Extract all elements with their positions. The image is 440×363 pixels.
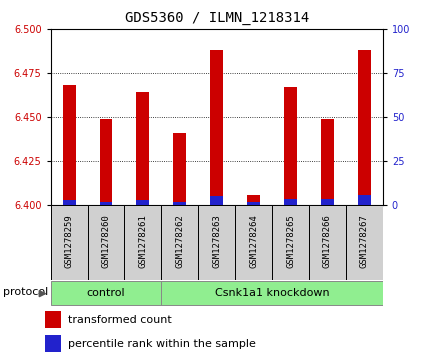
Text: transformed count: transformed count [68,315,172,325]
Text: percentile rank within the sample: percentile rank within the sample [68,339,256,348]
Bar [62,200,76,205]
Bar [284,199,297,205]
Text: control: control [87,287,125,298]
Bar [358,195,371,205]
Bar [358,50,371,205]
Bar [45,311,61,328]
Text: GSM1278264: GSM1278264 [249,214,258,268]
Text: GSM1278262: GSM1278262 [175,214,184,268]
Bar [136,93,149,205]
Bar [210,50,223,205]
Bar [284,87,297,205]
Bar [62,85,76,205]
Bar [136,200,149,205]
FancyBboxPatch shape [309,205,346,280]
FancyBboxPatch shape [88,205,125,280]
Text: protocol: protocol [3,287,48,297]
Text: GSM1278266: GSM1278266 [323,214,332,268]
FancyBboxPatch shape [51,281,161,305]
Text: GSM1278260: GSM1278260 [102,214,110,268]
Text: Csnk1a1 knockdown: Csnk1a1 knockdown [215,287,330,298]
Bar [247,195,260,205]
FancyBboxPatch shape [161,205,198,280]
FancyBboxPatch shape [161,281,383,305]
FancyBboxPatch shape [198,205,235,280]
Text: GSM1278261: GSM1278261 [138,214,147,268]
Bar [210,196,223,205]
Text: GSM1278263: GSM1278263 [212,214,221,268]
FancyBboxPatch shape [235,205,272,280]
Text: GSM1278259: GSM1278259 [65,214,73,268]
Bar [321,119,334,205]
Bar [321,199,334,205]
Bar [99,201,113,205]
Text: GSM1278267: GSM1278267 [360,214,369,268]
Bar [99,119,113,205]
FancyBboxPatch shape [272,205,309,280]
FancyBboxPatch shape [125,205,161,280]
Bar [173,133,186,205]
Bar [173,201,186,205]
Title: GDS5360 / ILMN_1218314: GDS5360 / ILMN_1218314 [125,11,309,25]
Text: GSM1278265: GSM1278265 [286,214,295,268]
Bar [45,335,61,351]
Bar [247,203,260,205]
FancyBboxPatch shape [51,205,88,280]
FancyBboxPatch shape [346,205,383,280]
